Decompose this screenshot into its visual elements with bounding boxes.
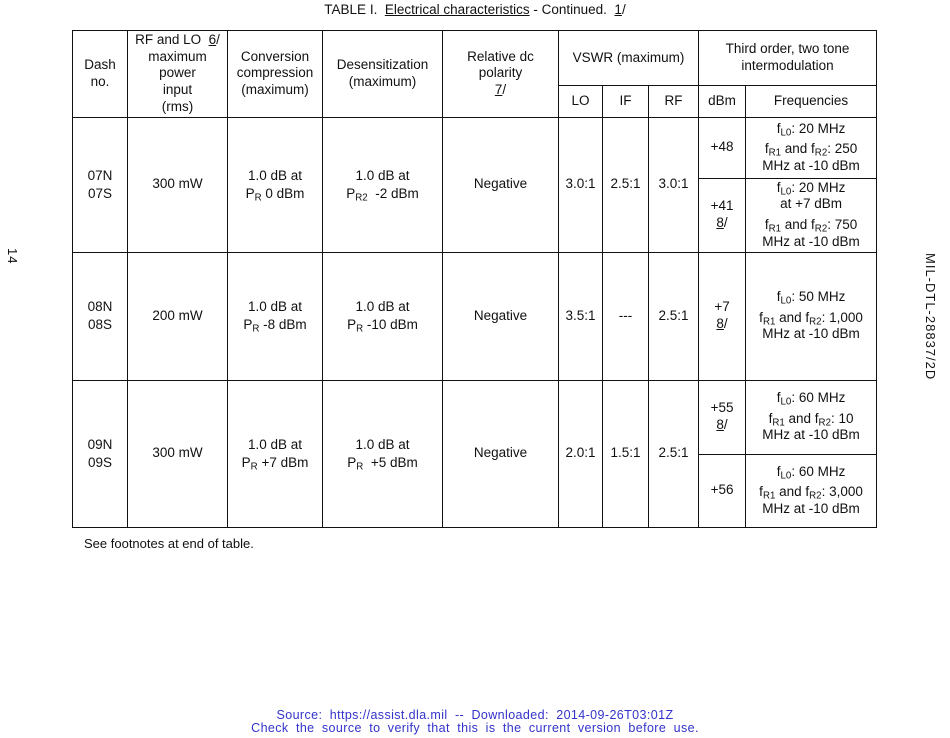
freq-r-lines: fR1 and fR2: 1,000 MHz at -10 dBm: [759, 309, 863, 342]
header-vswr-group: VSWR (maximum): [557, 30, 700, 86]
cell-conversion-08: 1.0 dB at PR -8 dBm: [227, 251, 323, 381]
table-row-09-a: 09N 09S 300 mW 1.0 dB at PR +7 dBm 1.0 dB …: [72, 379, 878, 528]
cell-frequencies-09-b: fL0: 60 MHz fR1 and fR2: 3,000 MHz at -10…: [745, 453, 878, 528]
cell-frequencies-08: fL0: 50 MHz fR1 and fR2: 1,000 MHz at -10…: [745, 251, 878, 381]
cell-vswr-lo-09: 2.0:1: [558, 379, 603, 528]
header-conversion-compression: Conversion compression (maximum): [227, 30, 323, 118]
header-vswr-lo: LO: [558, 84, 603, 118]
cell-power-08: 200 mW: [127, 251, 228, 381]
freq-lo-line: fL0: 20 MHz at +7 dBm: [776, 179, 846, 212]
header-dash-no: Dash no.: [72, 30, 128, 118]
table-row-08: 08N 08S 200 mW 1.0 dB at PR -8 dBm 1.0 dB …: [72, 251, 878, 381]
freq-r-lines: fR1 and fR2: 750 MHz at -10 dBm: [762, 217, 860, 249]
cell-dbm-07-a: +48: [698, 116, 747, 179]
electrical-characteristics-table: Dash no. RF and LO 6/maximum power input (rm…: [72, 30, 878, 528]
verify-line: Check the source to verify that this is …: [251, 720, 699, 735]
cell-dash-08: 08N 08S: [72, 251, 128, 381]
cell-desensitization-08: 1.0 dB at PR -10 dBm: [322, 251, 443, 381]
freq-r-lines: fR1 and fR2: 10 MHz at -10 dBm: [762, 410, 860, 443]
cell-dash-09: 09N 09S: [72, 379, 128, 528]
header-desensitization: Desensitization (maximum): [322, 30, 443, 118]
footnote-text: See footnotes at end of table.: [84, 536, 254, 551]
freq-lo-line: fL0: 60 MHz: [776, 390, 846, 408]
table-title: TABLE I. Electrical characteristics - Co…: [324, 2, 626, 17]
header-frequencies: Frequencies: [745, 84, 878, 118]
cell-dbm-09-a: +55 8/: [698, 379, 747, 455]
cell-frequencies-07-a: fL0: 20 MHz fR1 and fR2: 250 MHz at -10 d…: [745, 116, 878, 179]
freq-lo-line: fL0: 50 MHz: [776, 289, 846, 307]
cell-dbm-08: +7 8/: [698, 251, 747, 381]
header-row-sub: LO IF RF dBm Frequencies: [73, 84, 878, 118]
header-vswr-rf: RF: [647, 84, 700, 118]
freq-lo-line: fL0: 60 MHz: [776, 463, 846, 481]
cell-desensitization-07: 1.0 dB at PR2 -2 dBm: [322, 116, 443, 253]
cell-vswr-lo-08: 3.5:1: [558, 251, 603, 381]
cell-vswr-if-09: 1.5:1: [602, 379, 649, 528]
cell-frequencies-09-a: fL0: 60 MHz fR1 and fR2: 10 MHz at -10 dB…: [745, 379, 878, 455]
header-relative-dc-polarity: Relative dc polarity 7/: [442, 30, 559, 118]
cell-vswr-rf-07: 3.0:1: [647, 116, 700, 253]
cell-dbm-09-b: +56: [698, 453, 747, 528]
header-row-groups: Dash no. RF and LO 6/maximum power input (rm…: [72, 30, 878, 118]
header-rf-lo-power: RF and LO 6/maximum power input (rms): [127, 30, 228, 118]
header-dbm: dBm: [698, 84, 747, 118]
table-row-07-a: 07N 07S 300 mW 1.0 dB at PR 0 dBm 1.0 dB a…: [72, 116, 878, 253]
cell-polarity-07: Negative: [442, 116, 559, 253]
cell-dash-07: 07N 07S: [72, 116, 128, 253]
header-vswr-if: IF: [602, 84, 649, 118]
table-row-09-b: +56 fL0: 60 MHz fR1 and fR2: 3,000 MHz at…: [73, 453, 878, 528]
cell-dbm-07-b: +41 8/: [698, 177, 747, 253]
document-id: MIL-DTL-28837/2D: [923, 253, 938, 381]
cell-power-09: 300 mW: [127, 379, 228, 528]
table-row-07-b: +41 8/ fL0: 20 MHz at +7 dBm fR1 and fR2: …: [73, 177, 878, 253]
cell-conversion-07: 1.0 dB at PR 0 dBm: [227, 116, 323, 253]
cell-desensitization-09: 1.0 dB at PR +5 dBm: [322, 379, 443, 528]
freq-r-lines: fR1 and fR2: 3,000 MHz at -10 dBm: [759, 484, 863, 516]
cell-polarity-08: Negative: [442, 251, 559, 381]
cell-polarity-09: Negative: [442, 379, 559, 528]
source-footer: Source: https://assist.dla.mil -- Downlo…: [0, 707, 950, 735]
freq-lo-line: fL0: 20 MHz: [776, 120, 846, 138]
cell-vswr-lo-07: 3.0:1: [558, 116, 603, 253]
source-line: Source: https://assist.dla.mil -- Downlo…: [276, 707, 674, 722]
cell-vswr-rf-08: 2.5:1: [647, 251, 700, 381]
cell-conversion-09: 1.0 dB at PR +7 dBm: [227, 379, 323, 528]
header-third-order-group: Third order, two tone intermodulation: [698, 30, 878, 86]
cell-power-07: 300 mW: [127, 116, 228, 253]
cell-vswr-if-08: ---: [602, 251, 649, 381]
cell-frequencies-07-b: fL0: 20 MHz at +7 dBm fR1 and fR2: 750 MHz…: [745, 177, 878, 253]
cell-vswr-rf-09: 2.5:1: [647, 379, 700, 528]
freq-r-lines: fR1 and fR2: 250 MHz at -10 dBm: [762, 141, 860, 174]
cell-vswr-if-07: 2.5:1: [602, 116, 649, 253]
page-number: 14: [5, 248, 20, 265]
